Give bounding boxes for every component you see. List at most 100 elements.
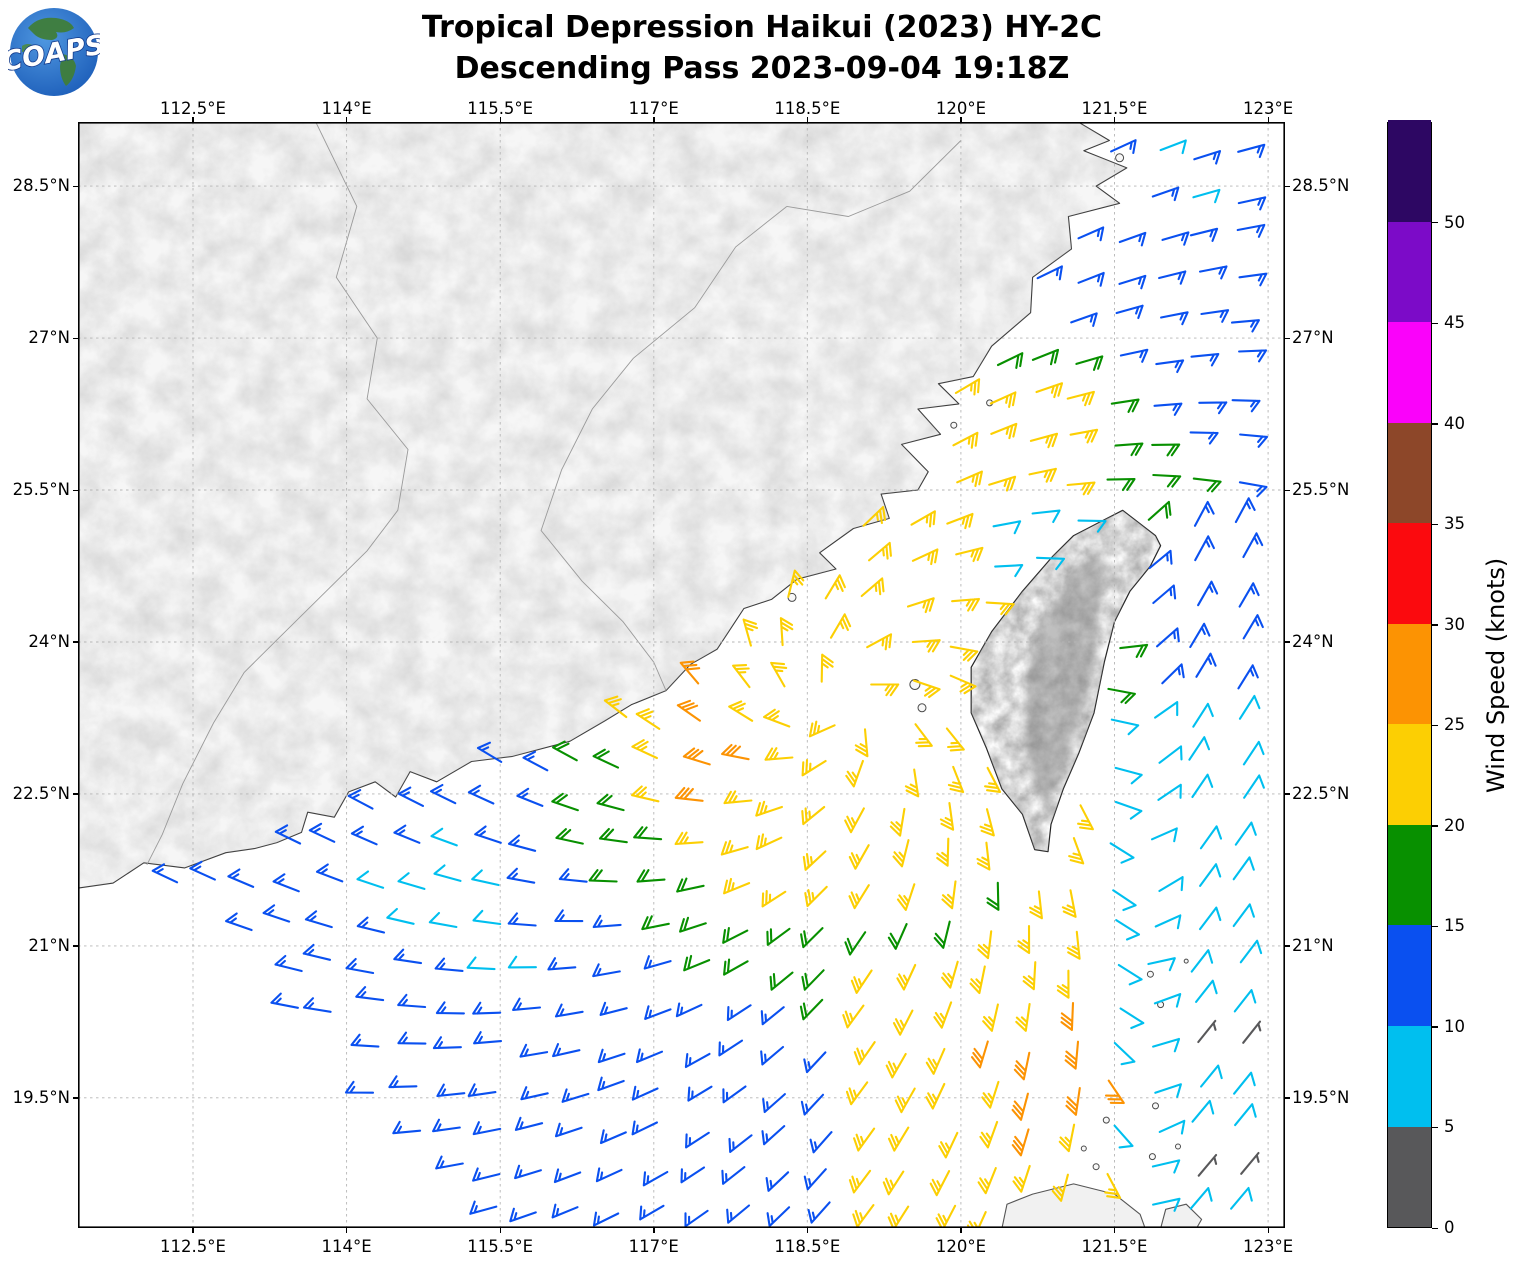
wind-barb xyxy=(892,839,910,868)
wind-barb xyxy=(723,958,749,976)
island xyxy=(1092,1163,1100,1171)
wind-barb xyxy=(1035,556,1066,571)
wind-barb xyxy=(315,863,344,883)
lat-tick-label-right: 27°N xyxy=(1292,328,1334,348)
wind-barb xyxy=(1234,497,1256,524)
wind-barb xyxy=(684,1052,711,1069)
tick-mark xyxy=(1114,117,1116,122)
colorbar-tick-mark xyxy=(1432,1026,1438,1028)
colorbar-tick-mark xyxy=(1432,322,1438,324)
wind-barb xyxy=(469,1200,498,1215)
wind-barb xyxy=(981,1080,1000,1109)
wind-barb xyxy=(436,1083,466,1098)
wind-barb xyxy=(755,833,783,851)
wind-barb xyxy=(850,969,873,994)
wind-barb xyxy=(1158,745,1183,764)
wind-barb xyxy=(1195,979,1218,1003)
tick-mark xyxy=(960,1228,962,1233)
wind-barb xyxy=(393,948,423,965)
wind-barb xyxy=(1233,1071,1256,1095)
wind-barb xyxy=(1233,989,1257,1013)
wind-barb xyxy=(676,699,702,722)
wind-barb xyxy=(435,1001,465,1015)
globe-north-america xyxy=(28,17,74,40)
wind-barb xyxy=(933,920,951,949)
colorbar-segment xyxy=(1388,1125,1431,1227)
wind-barb xyxy=(588,869,618,883)
wind-barb xyxy=(1238,582,1260,608)
wind-barb xyxy=(742,618,759,647)
wind-barb xyxy=(1239,939,1263,964)
wind-barb xyxy=(631,739,658,760)
province-border xyxy=(146,122,409,866)
wind-barb xyxy=(803,1168,827,1191)
wind-barb xyxy=(1231,399,1261,413)
wind-barb xyxy=(1113,1041,1136,1066)
colorbar-tick-mark xyxy=(1432,825,1438,827)
wind-barb xyxy=(1107,687,1136,705)
wind-barb xyxy=(435,1155,464,1170)
wind-barb xyxy=(1028,467,1057,483)
colorbar-segment xyxy=(1388,321,1431,423)
wind-barb xyxy=(845,1081,869,1106)
lon-tick-label-top: 114°E xyxy=(321,99,372,118)
wind-barb xyxy=(979,1120,999,1149)
wind-barb xyxy=(852,1204,875,1228)
wind-barb xyxy=(947,765,965,794)
wind-barb xyxy=(555,828,584,845)
wind-barb xyxy=(684,1209,709,1228)
wind-barb xyxy=(467,784,495,805)
lat-tick-label-right: 21°N xyxy=(1292,935,1334,955)
wind-barb xyxy=(763,708,791,728)
wind-barb xyxy=(1153,993,1182,1008)
wind-barb xyxy=(516,787,544,807)
tick-mark xyxy=(653,1228,655,1233)
wind-barb xyxy=(1194,535,1215,562)
wind-barb xyxy=(347,789,374,810)
island xyxy=(917,703,927,713)
wind-barb xyxy=(1029,432,1059,449)
wind-barb xyxy=(592,1211,620,1227)
wind-barb xyxy=(1234,821,1257,846)
wind-barb xyxy=(599,1129,627,1145)
wind-barb xyxy=(761,1125,786,1146)
lon-tick-label-top: 118.5°E xyxy=(774,99,841,118)
colorbar-tick-label: 15 xyxy=(1444,916,1465,936)
wind-barb xyxy=(227,868,255,888)
wind-barb xyxy=(985,601,1015,616)
wind-barb xyxy=(941,960,959,989)
wind-barb xyxy=(1195,652,1217,678)
wind-barb xyxy=(844,807,865,834)
wind-barb xyxy=(721,743,750,761)
wind-barb xyxy=(1193,500,1215,527)
luzon-landmass xyxy=(1001,1183,1203,1228)
colorbar-segment xyxy=(1388,221,1431,323)
globe-land-blob xyxy=(22,44,34,52)
wind-barb xyxy=(1028,890,1043,920)
wind-barb xyxy=(766,927,791,946)
wind-barb xyxy=(1200,309,1230,323)
wind-barb xyxy=(1198,906,1222,931)
wind-barb xyxy=(803,1051,827,1074)
wind-barb xyxy=(551,1203,579,1219)
colorbar-tick-label: 5 xyxy=(1444,1117,1455,1137)
globe-icon: COAPS xyxy=(0,8,108,96)
lon-tick-label-bottom: 114°E xyxy=(321,1237,372,1256)
wind-barb xyxy=(1114,800,1143,820)
wind-barb xyxy=(853,1127,876,1152)
wind-barb xyxy=(1069,428,1099,444)
wind-barb xyxy=(596,793,625,812)
wind-barb xyxy=(1151,1159,1181,1174)
wind-barb xyxy=(906,597,935,614)
colorbar-tick-label: 10 xyxy=(1444,1016,1465,1036)
wind-barb xyxy=(854,728,869,758)
wind-barb xyxy=(554,1122,583,1138)
title-line-1: Tropical Depression Haikui (2023) HY-2C xyxy=(421,10,1103,45)
wind-barb xyxy=(723,877,751,895)
wind-barb xyxy=(1200,1064,1223,1088)
wind-barb xyxy=(350,1033,380,1048)
wind-barb xyxy=(1191,773,1214,799)
wind-barb xyxy=(949,674,977,695)
wind-barb xyxy=(954,378,981,396)
wind-barb xyxy=(519,1043,549,1058)
